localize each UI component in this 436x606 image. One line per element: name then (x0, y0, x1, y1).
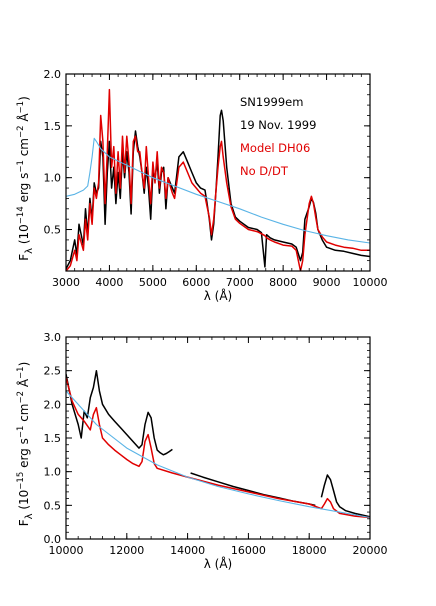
y-axis-title-part: (10 (17, 224, 31, 248)
legend-entry: SN1999em (240, 95, 303, 109)
y-tick-label: 2.0 (44, 398, 62, 411)
legend-entry: 19 Nov. 1999 (240, 118, 316, 132)
observed-spectrum-line-segment-2 (190, 472, 316, 507)
x-tick-label: 10000 (353, 276, 388, 289)
no-time-dependence-line (66, 390, 370, 519)
y-tick-label: 0.5 (44, 499, 62, 512)
legend: SN1999em 19 Nov. 1999 Model DH06 No D/DT (240, 95, 316, 178)
x-tick-label: 6000 (182, 276, 210, 289)
y-axis-title-part: λ (24, 248, 35, 254)
y-axis-title: Fλ (10−14 erg s−1 cm−2 Å−1) (16, 96, 35, 261)
y-axis-title-part: −14 (16, 206, 26, 224)
y-tick-label: 2.0 (44, 68, 62, 81)
y-axis-title-part: erg s (17, 438, 31, 472)
x-tick-label: 4000 (95, 276, 123, 289)
y-tick-label: 3.0 (44, 331, 62, 344)
y-axis-title-part: cm (17, 138, 31, 160)
y-axis-title-part: −2 (16, 391, 26, 404)
y-axis-title-part: −1 (16, 366, 26, 379)
model-spectrum-line (66, 88, 370, 271)
y-axis-title-part: ) (17, 362, 31, 367)
y-axis-title-part: −1 (16, 426, 26, 439)
y-axis-title-part: (10 (17, 490, 31, 514)
y-tick-label: 0.0 (44, 533, 62, 546)
x-axis-title: λ (Å) (204, 556, 233, 571)
x-tick-label: 9000 (313, 276, 341, 289)
model-spectrum-line (66, 377, 370, 519)
y-tick-label: 1.5 (44, 432, 62, 445)
bottom-panel: 10000 12000 14000 16000 18000 20000 0.0 0.5 1.0 1… (16, 331, 388, 571)
y-axis-title-part: −15 (16, 472, 26, 490)
observed-spectrum-line-segment-1 (66, 369, 173, 456)
y-axis-title-part: erg s (17, 173, 31, 207)
y-axis-title-part: −2 (16, 125, 26, 138)
x-tick-label: 20000 (353, 544, 388, 557)
y-tick-label: 2.5 (44, 365, 62, 378)
x-tick-label: 14000 (170, 544, 205, 557)
x-tick-label: 7000 (226, 276, 254, 289)
y-tick-label: 1.0 (44, 172, 62, 185)
x-tick-label: 8000 (269, 276, 297, 289)
y-tick-label: 1.0 (44, 466, 62, 479)
observed-spectrum-line (66, 109, 370, 270)
y-axis-title-part: Å (16, 378, 31, 391)
y-axis-title-part: Å (16, 113, 31, 126)
legend-entry: Model DH06 (240, 141, 310, 155)
plot-frame (65, 336, 371, 540)
y-axis-title-part: ) (17, 96, 31, 101)
y-tick-label: 0.5 (44, 224, 62, 237)
x-tick-label: 12000 (109, 544, 144, 557)
x-tick-label: 18000 (292, 544, 327, 557)
y-axis-title-part: F (17, 254, 31, 261)
y-axis-title-part: F (17, 519, 31, 526)
x-tick-label: 5000 (139, 276, 167, 289)
legend-entry: No D/DT (240, 164, 289, 178)
plot-frame (65, 73, 371, 272)
series-group (66, 88, 370, 271)
x-tick-label: 16000 (231, 544, 266, 557)
y-axis-title: Fλ (10−15 erg s−1 cm−2 Å−1) (16, 362, 35, 527)
x-tick-label: 3000 (52, 276, 80, 289)
y-axis-title-part: cm (17, 403, 31, 425)
observed-spectrum-line-segment-3 (320, 474, 370, 518)
x-tick-label: 10000 (49, 544, 84, 557)
y-tick-label: 1.5 (44, 120, 62, 133)
series-group (66, 369, 370, 519)
y-axis-title-part: −1 (16, 101, 26, 114)
top-panel: 3000 4000 5000 6000 7000 8000 9000 10000 0.5 1.0 1… (16, 68, 388, 303)
x-axis-title: λ (Å) (204, 288, 233, 303)
y-axis-title-part: −1 (16, 160, 26, 173)
y-axis-title-part: λ (24, 513, 35, 519)
no-time-dependence-line (66, 137, 370, 244)
